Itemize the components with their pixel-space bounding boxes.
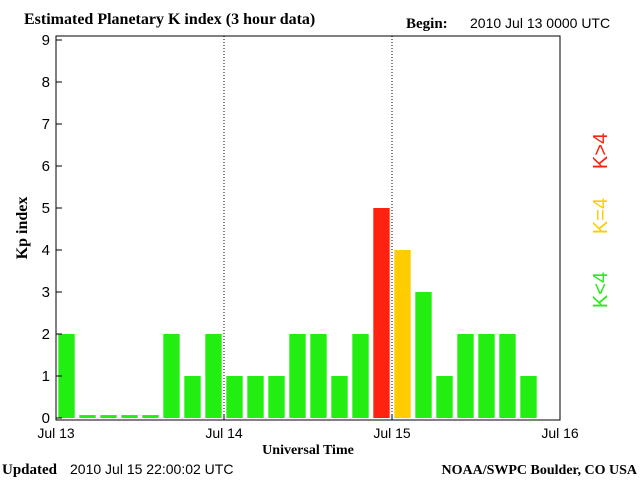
kp-bar — [205, 334, 222, 418]
y-tick-label: 6 — [42, 158, 50, 175]
kp-bar — [352, 334, 369, 418]
chart-title: Estimated Planetary K index (3 hour data… — [24, 11, 315, 28]
y-tick-label: 3 — [42, 284, 50, 301]
y-tick-label: 9 — [42, 32, 50, 49]
kp-bar — [58, 334, 75, 418]
updated-label: Updated — [2, 462, 58, 478]
y-axis-ticks: 0 1 2 3 4 5 6 7 8 9 — [42, 32, 62, 427]
kp-bar — [247, 376, 264, 418]
x-tick-label: Jul 15 — [373, 425, 411, 441]
day-dividers — [223, 36, 393, 420]
kp-bar — [268, 376, 285, 418]
kp-bar — [436, 376, 453, 418]
kp-bars — [58, 208, 537, 418]
kp-bar — [478, 334, 495, 418]
kp-bar — [226, 376, 243, 418]
kp-bar — [184, 376, 201, 418]
kp-bar — [499, 334, 516, 418]
y-tick-label: 8 — [42, 74, 50, 91]
plot-frame — [55, 35, 561, 421]
y-axis-label: Kp index — [14, 197, 31, 260]
legend-high: K>4 — [590, 133, 612, 169]
y-tick-label: 0 — [42, 410, 50, 427]
legend-equal: K=4 — [590, 198, 612, 234]
kp-bar — [394, 250, 411, 418]
kp-bar — [310, 334, 327, 418]
begin-label: Begin: — [406, 16, 448, 32]
kp-bar — [289, 334, 306, 418]
x-axis-ticks: Jul 13 Jul 14 Jul 15 Jul 16 — [37, 414, 579, 441]
y-tick-label: 5 — [42, 200, 50, 217]
begin-value: 2010 Jul 13 0000 UTC — [470, 15, 610, 31]
y-tick-label: 4 — [42, 242, 50, 259]
x-axis-label: Universal Time — [262, 443, 354, 458]
kp-bar — [142, 415, 159, 418]
kp-bar — [79, 415, 96, 418]
y-tick-label: 2 — [42, 326, 50, 343]
x-tick-label: Jul 13 — [37, 425, 75, 441]
kp-bar — [121, 415, 138, 418]
kp-bar — [100, 415, 117, 418]
y-tick-label: 1 — [42, 368, 50, 385]
kp-bar — [331, 376, 348, 418]
x-tick-label: Jul 14 — [205, 425, 243, 441]
x-tick-label: Jul 16 — [541, 425, 579, 441]
legend-low: K<4 — [590, 272, 612, 308]
y-tick-label: 7 — [42, 116, 50, 133]
legend: K>4 K=4 K<4 — [590, 133, 612, 308]
updated-value: 2010 Jul 15 22:00:02 UTC — [70, 461, 233, 477]
kp-bar — [457, 334, 474, 418]
kp-bar — [415, 292, 432, 418]
credit-text: NOAA/SWPC Boulder, CO USA — [441, 463, 637, 478]
kp-bar — [373, 208, 390, 418]
kp-bar — [520, 376, 537, 418]
kp-bar — [163, 334, 180, 418]
